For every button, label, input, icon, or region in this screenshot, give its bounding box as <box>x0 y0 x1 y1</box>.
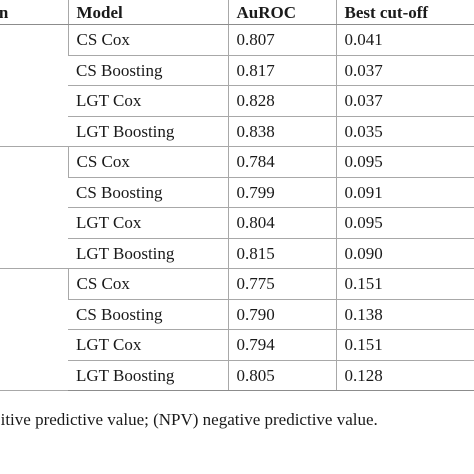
model-cell: CS Cox <box>67 24 228 56</box>
cutoff-cell: 0.095 <box>335 207 474 239</box>
table-row: CS Boosting 0.790 0.138 <box>0 299 474 330</box>
table-row: LGT Boosting 0.815 0.090 <box>0 238 474 269</box>
auroc-cell: 0.817 <box>227 55 336 86</box>
model-cell: CS Boosting <box>68 55 228 86</box>
auroc-cell: 0.815 <box>227 238 336 269</box>
cutoff-cell: 0.151 <box>335 268 474 300</box>
table-row: LGT Cox 0.828 0.037 <box>0 85 474 117</box>
auroc-cell: 0.804 <box>227 207 336 239</box>
cutoff-cell: 0.041 <box>335 24 474 56</box>
cutoff-cell: 0.035 <box>335 116 474 147</box>
cutoff-cell: 0.037 <box>335 85 474 117</box>
table-row: LGT Cox 0.794 0.151 <box>0 329 474 361</box>
table-row: CS Boosting 0.799 0.091 <box>0 177 474 208</box>
group-cell <box>0 268 68 391</box>
group-cell <box>0 146 68 269</box>
cutoff-cell: 0.128 <box>335 360 474 391</box>
model-cell: LGT Cox <box>68 207 228 239</box>
cutoff-cell: 0.138 <box>335 299 474 330</box>
column-header-cutoff: Best cut-off <box>335 0 474 25</box>
table-footnote: sitive predictive value; (NPV) negative … <box>0 410 378 429</box>
table-row: CS Cox 0.807 0.041 <box>0 24 474 147</box>
model-cell: LGT Cox <box>68 85 228 117</box>
cutoff-cell: 0.090 <box>335 238 474 269</box>
model-cell: LGT Boosting <box>68 360 228 391</box>
auroc-cell: 0.838 <box>227 116 336 147</box>
auroc-cell: 0.775 <box>227 268 336 300</box>
model-cell: LGT Boosting <box>68 116 228 147</box>
column-header-auroc: AuROC <box>227 0 336 25</box>
table-row: CS Boosting 0.817 0.037 <box>0 55 474 86</box>
group-cell <box>0 24 68 147</box>
cutoff-cell: 0.037 <box>335 55 474 86</box>
auroc-cell: 0.794 <box>227 329 336 361</box>
auroc-cell: 0.807 <box>227 24 336 56</box>
cutoff-cell: 0.151 <box>335 329 474 361</box>
model-cell: LGT Cox <box>68 329 228 361</box>
model-cell: CS Cox <box>67 268 228 300</box>
table-row: LGT Boosting 0.805 0.128 <box>0 360 474 391</box>
auroc-cell: 0.805 <box>227 360 336 391</box>
auroc-cell: 0.790 <box>227 299 336 330</box>
model-cell: LGT Boosting <box>68 238 228 269</box>
header-row: tion Model AuROC Best cut-off <box>0 0 474 25</box>
table-row: LGT Cox 0.804 0.095 <box>0 207 474 239</box>
auroc-cell: 0.784 <box>227 146 336 178</box>
auroc-cell: 0.799 <box>227 177 336 208</box>
results-table: tion Model AuROC Best cut-off CS Cox 0.8… <box>0 0 474 391</box>
model-cell: CS Cox <box>67 146 228 178</box>
auroc-cell: 0.828 <box>227 85 336 117</box>
column-header-model: Model <box>67 0 228 25</box>
column-header-group: tion <box>0 0 68 25</box>
cutoff-cell: 0.095 <box>335 146 474 178</box>
table-row: LGT Boosting 0.838 0.035 <box>0 116 474 147</box>
table-row: CS Cox 0.775 0.151 <box>0 268 474 391</box>
cutoff-cell: 0.091 <box>335 177 474 208</box>
model-cell: CS Boosting <box>68 299 228 330</box>
table-row: CS Cox 0.784 0.095 <box>0 146 474 269</box>
model-cell: CS Boosting <box>68 177 228 208</box>
